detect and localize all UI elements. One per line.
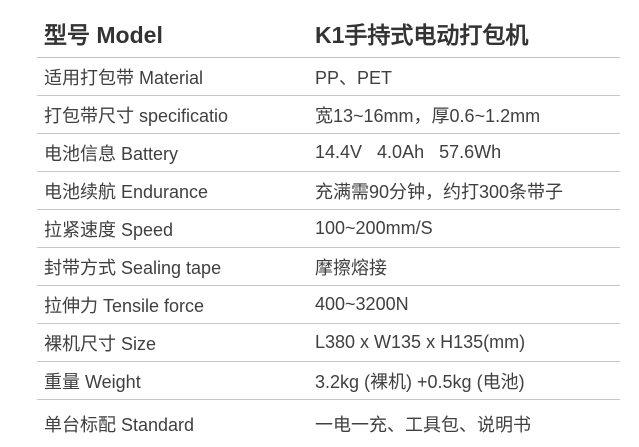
spec-label: 电池信息 Battery	[44, 143, 179, 164]
spec-value: 摩擦熔接	[315, 257, 387, 278]
spec-row-sealing: 封带方式 Sealing tape 摩擦熔接	[37, 248, 620, 286]
spec-value: 充满需90分钟，约打300条带子	[315, 181, 564, 202]
spec-label: 拉伸力 Tensile force	[44, 295, 205, 316]
spec-row-battery: 电池信息 Battery 14.4V 4.0Ah 57.6Wh	[37, 134, 620, 172]
table-header-row: 型号 Model K1手持式电动打包机	[37, 8, 620, 58]
spec-label: 重量 Weight	[44, 371, 141, 392]
spec-value: L380 x W135 x H135(mm)	[315, 332, 526, 352]
spec-value: 3.2kg (裸机) +0.5kg (电池)	[315, 371, 525, 392]
spec-label: 单台标配 Standard	[44, 414, 195, 435]
spec-label: 封带方式 Sealing tape	[44, 257, 222, 278]
spec-row-size: 裸机尺寸 Size L380 x W135 x H135(mm)	[37, 324, 620, 362]
spec-label: 打包带尺寸 specificatio	[44, 105, 229, 126]
spec-row-weight: 重量 Weight 3.2kg (裸机) +0.5kg (电池)	[37, 362, 620, 400]
spec-row-strap-size: 打包带尺寸 specificatio 宽13~16mm，厚0.6~1.2mm	[37, 96, 620, 134]
spec-label: 拉紧速度 Speed	[44, 219, 174, 240]
spec-value: PP、PET	[315, 67, 393, 88]
header-model-value: K1手持式电动打包机	[315, 21, 529, 48]
spec-value: 400~3200N	[315, 294, 409, 314]
spec-label: 裸机尺寸 Size	[44, 333, 157, 354]
spec-label: 电池续航 Endurance	[44, 181, 209, 202]
product-spec-table: 型号 Model K1手持式电动打包机 适用打包带 Material PP、PE…	[37, 0, 620, 447]
spec-value: 一电一充、工具包、说明书	[315, 414, 531, 435]
header-model-label: 型号 Model	[44, 21, 163, 48]
spec-row-endurance: 电池续航 Endurance 充满需90分钟，约打300条带子	[37, 172, 620, 210]
spec-row-standard: 单台标配 Standard 一电一充、工具包、说明书	[37, 400, 620, 447]
spec-value: 100~200mm/S	[315, 218, 433, 238]
spec-value: 宽13~16mm，厚0.6~1.2mm	[315, 105, 541, 126]
spec-value: 14.4V 4.0Ah 57.6Wh	[315, 142, 502, 162]
spec-label: 适用打包带 Material	[44, 67, 204, 88]
spec-row-speed: 拉紧速度 Speed 100~200mm/S	[37, 210, 620, 248]
spec-row-tensile-force: 拉伸力 Tensile force 400~3200N	[37, 286, 620, 324]
spec-row-material: 适用打包带 Material PP、PET	[37, 58, 620, 96]
